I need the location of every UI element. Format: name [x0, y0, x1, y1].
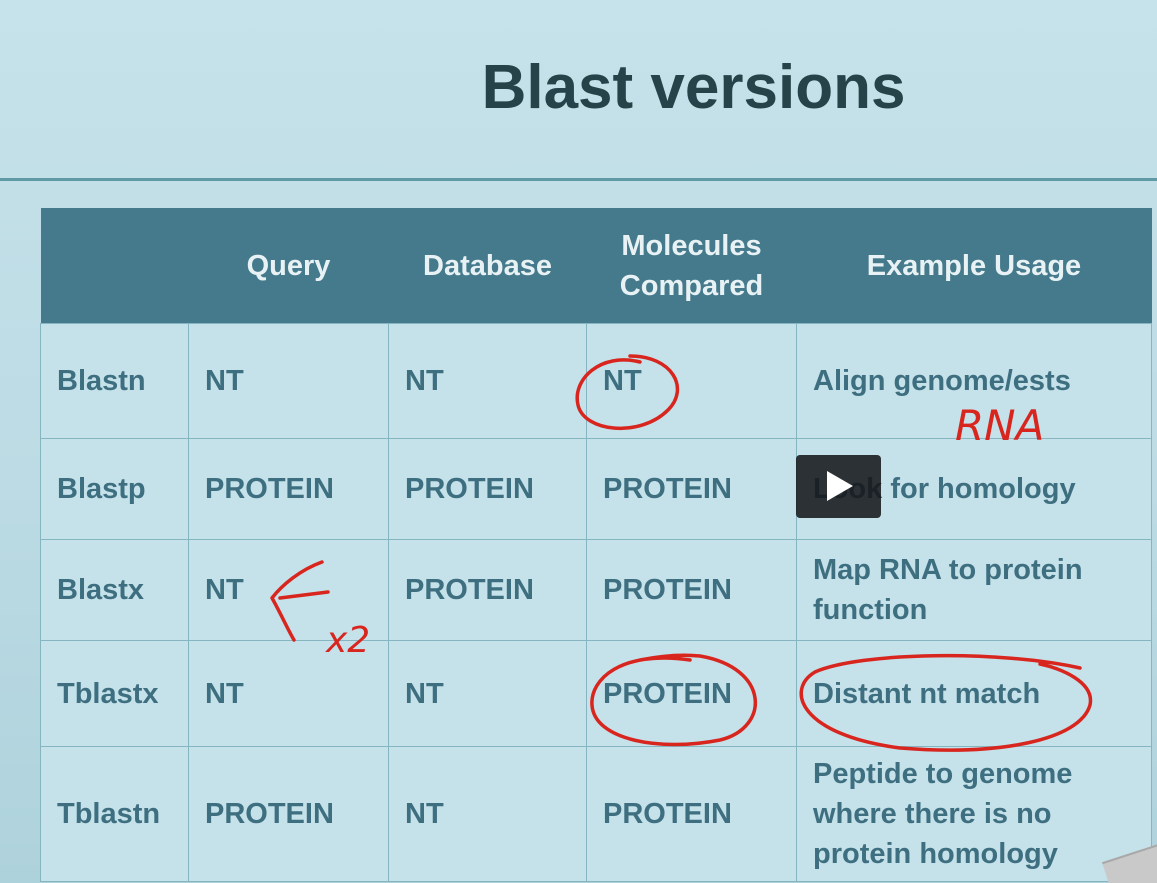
cell-usage: Align genome/ests: [796, 323, 1152, 439]
cell-database: NT: [388, 323, 587, 439]
blast-versions-table: Query Database Molecules Compared Exampl…: [40, 208, 1152, 882]
cell-database: NT: [388, 746, 587, 882]
table-row: Blastx NT PROTEIN PROTEIN Map RNA to pro…: [40, 539, 1152, 641]
header-program: [40, 208, 189, 324]
cell-query: NT: [188, 323, 389, 439]
cell-database: PROTEIN: [388, 539, 587, 641]
cell-database: PROTEIN: [388, 438, 587, 540]
cell-usage: Map RNA to protein function: [796, 539, 1152, 641]
play-icon: [827, 471, 853, 501]
cell-query: NT: [188, 539, 389, 641]
cell-program: Blastx: [40, 539, 189, 641]
cell-program: Blastp: [40, 438, 189, 540]
header-molecules-compared: Molecules Compared: [586, 208, 797, 324]
table-row: Blastn NT NT NT Align genome/ests: [40, 323, 1152, 439]
cell-molecules: PROTEIN: [586, 640, 797, 747]
table-row: Tblastx NT NT PROTEIN Distant nt match: [40, 640, 1152, 747]
cell-molecules: NT: [586, 323, 797, 439]
header-example-usage: Example Usage: [796, 208, 1152, 324]
cell-molecules: PROTEIN: [586, 746, 797, 882]
table-row: Blastp PROTEIN PROTEIN PROTEIN Look for …: [40, 438, 1152, 540]
play-button[interactable]: [796, 455, 881, 518]
cell-program: Blastn: [40, 323, 189, 439]
header-database: Database: [388, 208, 587, 324]
table-row: Tblastn PROTEIN NT PROTEIN Peptide to ge…: [40, 746, 1152, 882]
cell-query: PROTEIN: [188, 438, 389, 540]
header-molecules-compared-label: Molecules Compared: [619, 229, 764, 302]
cell-program: Tblastn: [40, 746, 189, 882]
header-query: Query: [188, 208, 389, 324]
cell-usage: Distant nt match: [796, 640, 1152, 747]
cell-molecules: PROTEIN: [586, 438, 797, 540]
slide-title: Blast versions: [481, 53, 906, 122]
cell-query: PROTEIN: [188, 746, 389, 882]
cell-usage: Peptide to genome where there is no prot…: [796, 746, 1152, 882]
cell-molecules: PROTEIN: [586, 539, 797, 641]
cell-program: Tblastx: [40, 640, 189, 747]
cell-query: NT: [188, 640, 389, 747]
title-divider: [0, 178, 1157, 181]
table-header-row: Query Database Molecules Compared Exampl…: [40, 208, 1152, 324]
cell-database: NT: [388, 640, 587, 747]
